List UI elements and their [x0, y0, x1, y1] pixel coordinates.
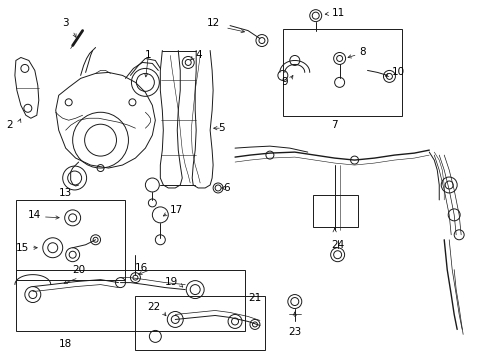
Text: 17: 17: [170, 205, 183, 215]
Circle shape: [309, 10, 321, 22]
Bar: [16, 270, 244, 332]
Text: 1: 1: [145, 50, 151, 60]
Text: 23: 23: [287, 328, 301, 337]
Text: 4: 4: [195, 50, 202, 60]
Text: 12: 12: [206, 18, 220, 28]
Circle shape: [182, 57, 194, 68]
Text: 6: 6: [223, 183, 229, 193]
Circle shape: [213, 183, 223, 193]
Text: 7: 7: [331, 120, 337, 130]
Bar: [312, 195, 357, 227]
Text: 15: 15: [16, 243, 29, 253]
Bar: [16, 200, 125, 280]
Text: 24: 24: [330, 240, 344, 250]
Bar: [135, 296, 264, 350]
Text: 22: 22: [147, 302, 160, 311]
Text: 20: 20: [72, 265, 85, 275]
Text: 3: 3: [62, 18, 68, 28]
Bar: [282, 28, 402, 116]
Text: 9: 9: [281, 77, 287, 87]
Circle shape: [287, 294, 301, 309]
Text: 11: 11: [331, 8, 344, 18]
Text: 14: 14: [27, 210, 41, 220]
Text: 5: 5: [218, 123, 224, 133]
Text: 16: 16: [135, 263, 148, 273]
Text: 19: 19: [164, 276, 178, 287]
Circle shape: [330, 248, 344, 262]
Text: 21: 21: [247, 293, 261, 302]
Text: 2: 2: [6, 120, 13, 130]
Text: 8: 8: [359, 48, 366, 58]
Text: 10: 10: [390, 67, 404, 77]
Text: 13: 13: [59, 188, 72, 198]
Text: 18: 18: [59, 339, 72, 350]
